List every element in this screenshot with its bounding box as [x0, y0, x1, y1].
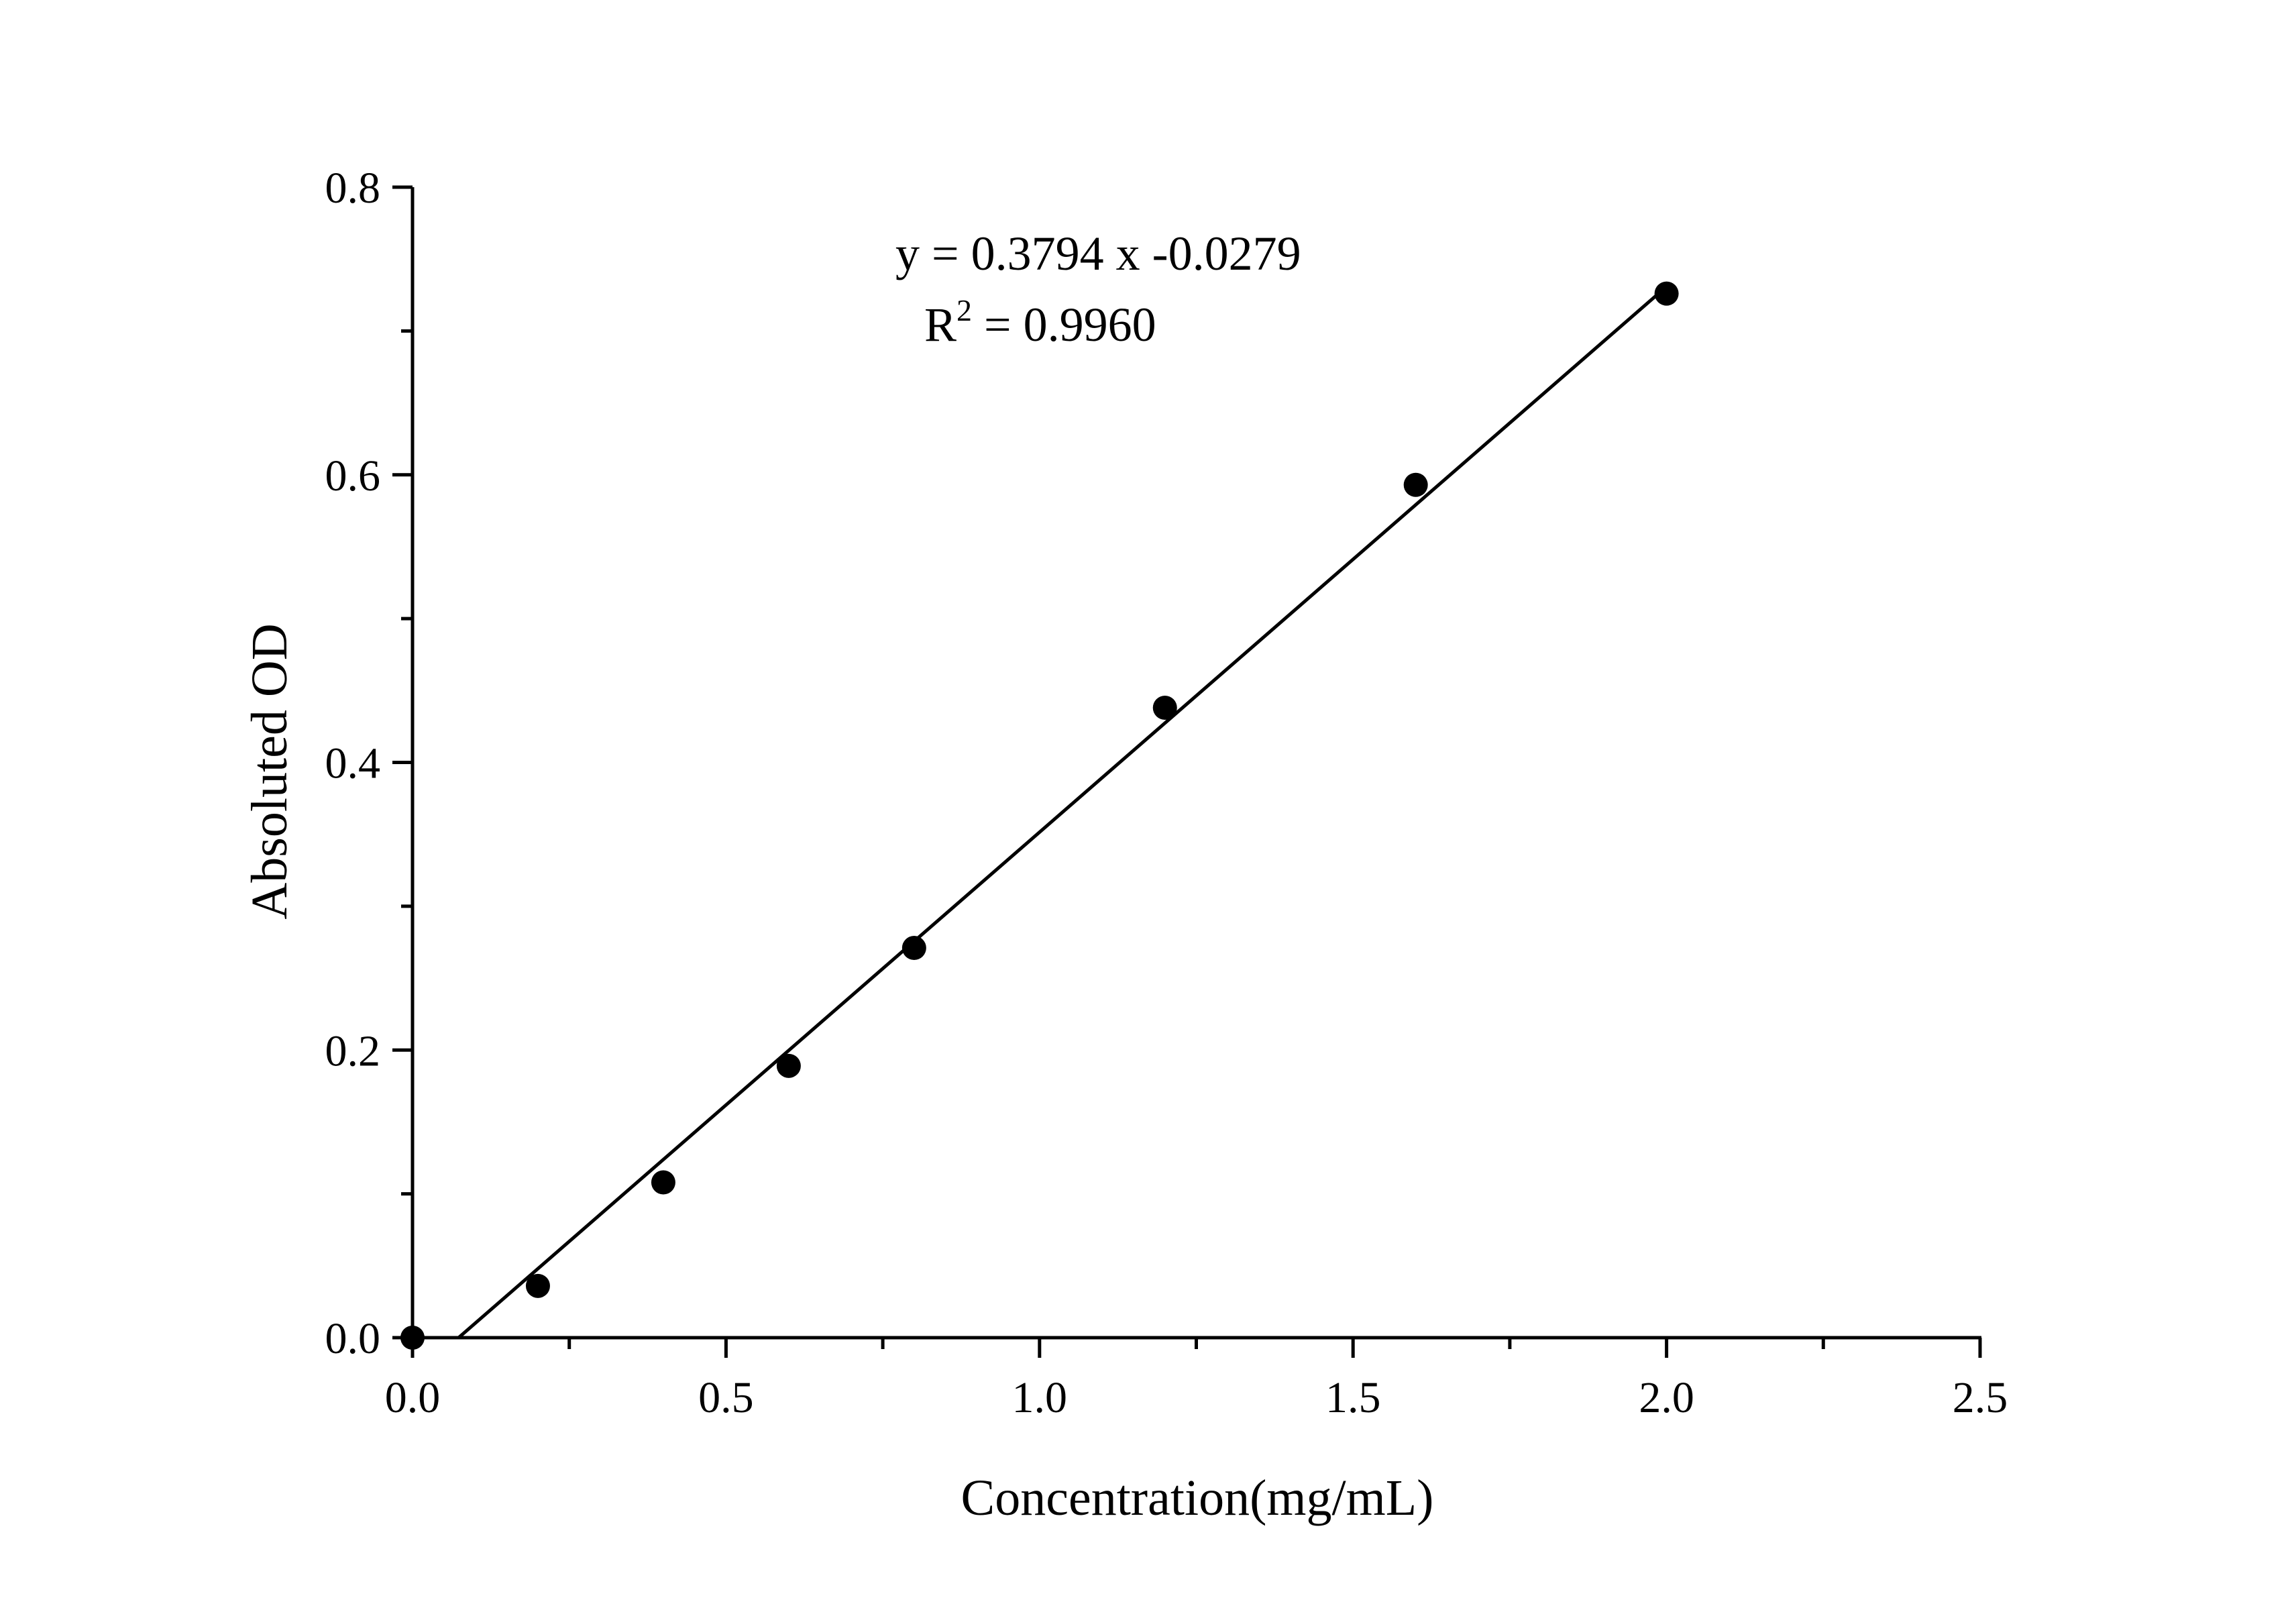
r-squared-value: = 0.9960 [972, 298, 1156, 352]
data-point [1654, 281, 1679, 306]
y-tick-label: 0.8 [325, 164, 381, 213]
fit-line-group [457, 285, 1668, 1339]
y-axis-label: Absoluted OD [241, 623, 298, 919]
tick-labels: 0.0 0.5 1.0 1.5 2.0 2.5 0.0 0.2 0.4 0.6 0.8 [325, 164, 2008, 1422]
ticks [392, 185, 1982, 1358]
x-tick-label: 0.5 [698, 1373, 754, 1422]
r-squared-label: R [924, 298, 956, 352]
y-tick-label: 0.2 [325, 1026, 381, 1075]
y-tick-label: 0.4 [325, 739, 381, 788]
r-squared: R2 = 0.9960 [924, 293, 1156, 352]
x-tick-label: 2.0 [1639, 1373, 1694, 1422]
axes [411, 187, 1981, 1340]
data-point [901, 936, 926, 961]
data-points [400, 281, 1679, 1350]
x-tick-label: 2.5 [1953, 1373, 2008, 1422]
data-point [776, 1053, 801, 1078]
data-point [525, 1273, 550, 1298]
x-tick-label: 0.0 [385, 1373, 441, 1422]
data-point [651, 1170, 675, 1195]
fit-equation: y = 0.3794 x -0.0279 [895, 227, 1301, 280]
data-point [1403, 472, 1428, 497]
y-tick-label: 0.0 [325, 1314, 381, 1363]
data-point [1152, 696, 1177, 720]
x-axis-label: Concentration(mg/mL) [961, 1470, 1434, 1526]
y-tick-label: 0.6 [325, 451, 381, 500]
x-tick-label: 1.0 [1012, 1373, 1068, 1422]
r-squared-sup: 2 [956, 293, 972, 327]
x-tick-label: 1.5 [1325, 1373, 1381, 1422]
data-point [400, 1326, 425, 1350]
fit-line [457, 285, 1668, 1339]
